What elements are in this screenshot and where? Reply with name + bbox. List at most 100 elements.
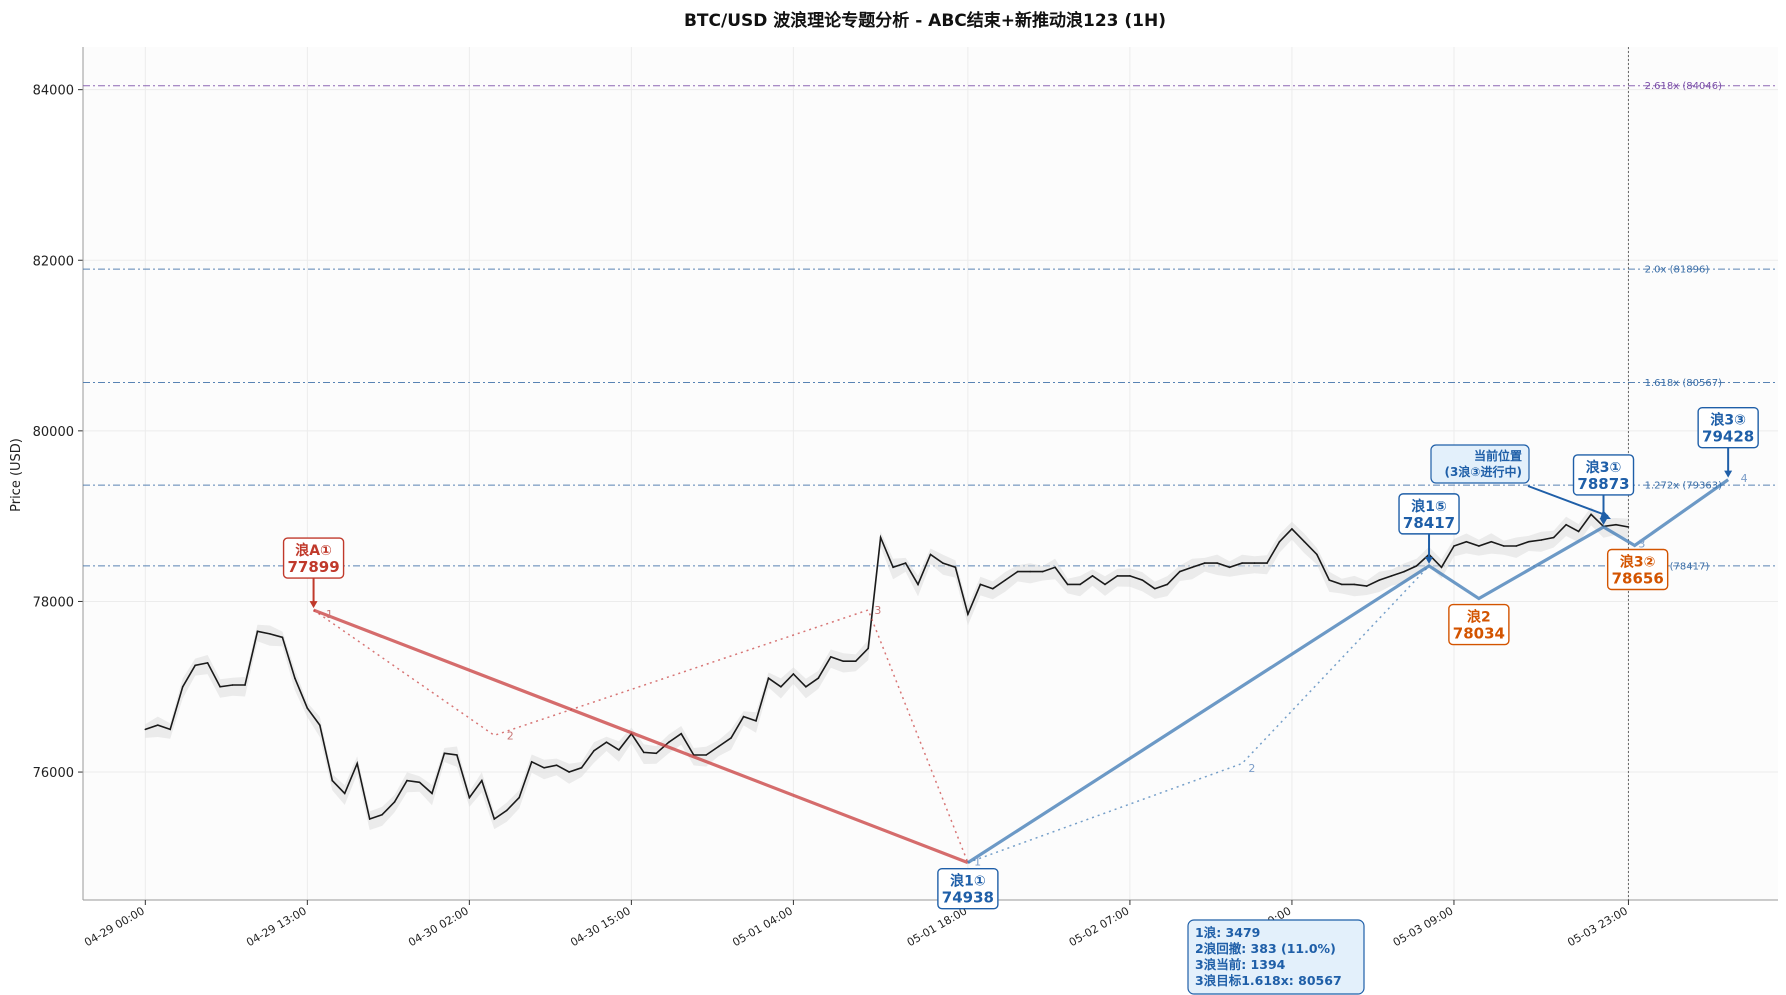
price-point xyxy=(680,732,683,735)
price-point xyxy=(1129,575,1131,577)
chart-title: BTC/USD 波浪理论专题分析 - ABC结束+新推动浪123 (1H) xyxy=(684,10,1166,31)
annotation-label: 浪1① xyxy=(950,873,986,890)
price-point xyxy=(256,630,259,633)
annotation-arrow-head xyxy=(1425,556,1434,564)
price-point xyxy=(1328,579,1331,581)
price-range-band xyxy=(145,507,1629,830)
price-point xyxy=(1291,528,1293,530)
current-position-subtitle: (3浪③进行中) xyxy=(1445,464,1522,479)
y-axis-label: Price (USD) xyxy=(9,438,24,512)
price-point xyxy=(992,587,994,590)
price-point xyxy=(194,664,196,667)
stats-line: 1浪: 3479 xyxy=(1195,925,1260,940)
fib-level-label: 2.618x (84046) xyxy=(1645,81,1722,92)
price-point xyxy=(618,749,620,751)
abc-wave-number: 1 xyxy=(326,608,333,621)
impulse-wave-number: 1 xyxy=(974,856,981,869)
abc-wave-line xyxy=(312,608,969,865)
annotation-box xyxy=(282,537,345,579)
annotation-value: 78417 xyxy=(1403,514,1455,532)
price-point xyxy=(879,536,882,539)
price-point xyxy=(1440,566,1443,569)
y-tick-label: 76000 xyxy=(33,766,74,781)
price-point xyxy=(829,656,832,658)
price-point xyxy=(1241,562,1243,564)
fib-level-label: 1.272x (79363) xyxy=(1645,481,1722,492)
price-point xyxy=(580,766,583,769)
annotation-value: 78656 xyxy=(1612,569,1664,587)
price-point xyxy=(1415,565,1418,567)
price-point xyxy=(1091,575,1094,577)
annotation-arrow-head xyxy=(1724,470,1733,478)
impulse-subwave-line xyxy=(967,565,1430,864)
price-point xyxy=(481,779,483,782)
price-point xyxy=(942,562,944,564)
price-point xyxy=(1178,570,1181,573)
price-point xyxy=(468,796,471,799)
price-point xyxy=(1054,566,1056,569)
price-point xyxy=(917,583,919,586)
stats-box-frame xyxy=(1187,919,1365,995)
price-point xyxy=(505,809,508,812)
price-point xyxy=(156,724,159,726)
price-point xyxy=(231,684,234,686)
price-point xyxy=(1577,530,1580,533)
impulse-wave-number: 3 xyxy=(1638,537,1645,550)
price-point xyxy=(1490,540,1493,543)
price-point xyxy=(331,779,334,782)
price-point xyxy=(1079,583,1081,586)
price-point xyxy=(368,818,371,820)
price-point xyxy=(443,752,446,755)
price-point xyxy=(954,566,957,569)
price-point xyxy=(1203,562,1206,564)
annotation-value: 77899 xyxy=(287,558,339,576)
price-point xyxy=(1016,570,1019,573)
price-point xyxy=(605,741,608,743)
price-point xyxy=(892,566,894,569)
price-point xyxy=(1278,540,1281,543)
price-point xyxy=(306,707,309,709)
annotation-value: 78873 xyxy=(1577,475,1629,493)
price-point xyxy=(431,792,433,795)
price-point xyxy=(742,715,745,718)
current-position-title: 当前位置 xyxy=(1474,448,1522,463)
price-point xyxy=(393,801,396,803)
price-point xyxy=(543,766,545,769)
price-point xyxy=(967,613,969,616)
fib-level-label: 1.0x (78417) xyxy=(1645,561,1710,572)
price-point xyxy=(842,660,845,662)
price-point xyxy=(1627,526,1630,528)
fib-level-label: 1.618x (80567) xyxy=(1645,378,1722,389)
annotation-value: 78034 xyxy=(1453,625,1505,643)
price-point xyxy=(667,741,670,743)
annotation-box xyxy=(1606,548,1669,591)
price-point xyxy=(1590,513,1592,516)
annotation-label: 浪3① xyxy=(1586,459,1622,476)
price-point xyxy=(817,677,820,680)
price-point xyxy=(294,677,296,680)
price-point xyxy=(1503,545,1505,547)
price-point xyxy=(530,761,533,763)
price-point xyxy=(555,764,558,767)
annotation-box xyxy=(1398,493,1460,535)
price-point xyxy=(381,813,383,816)
price-point xyxy=(792,673,795,675)
price-point xyxy=(181,685,184,688)
annotation-label: 浪2 xyxy=(1467,609,1491,626)
y-tick-label: 82000 xyxy=(33,254,74,269)
price-point xyxy=(767,677,770,680)
price-point xyxy=(1154,587,1156,590)
price-point xyxy=(343,792,346,795)
annotation-arrow-head xyxy=(1599,517,1608,525)
price-point xyxy=(219,685,221,688)
price-point xyxy=(1527,540,1530,543)
price-point xyxy=(1615,523,1617,526)
impulse-wave-line xyxy=(967,478,1730,864)
price-point xyxy=(717,745,720,748)
price-point xyxy=(1403,570,1405,573)
price-point xyxy=(1353,583,1356,586)
price-point xyxy=(1540,539,1542,541)
price-point xyxy=(406,779,408,782)
